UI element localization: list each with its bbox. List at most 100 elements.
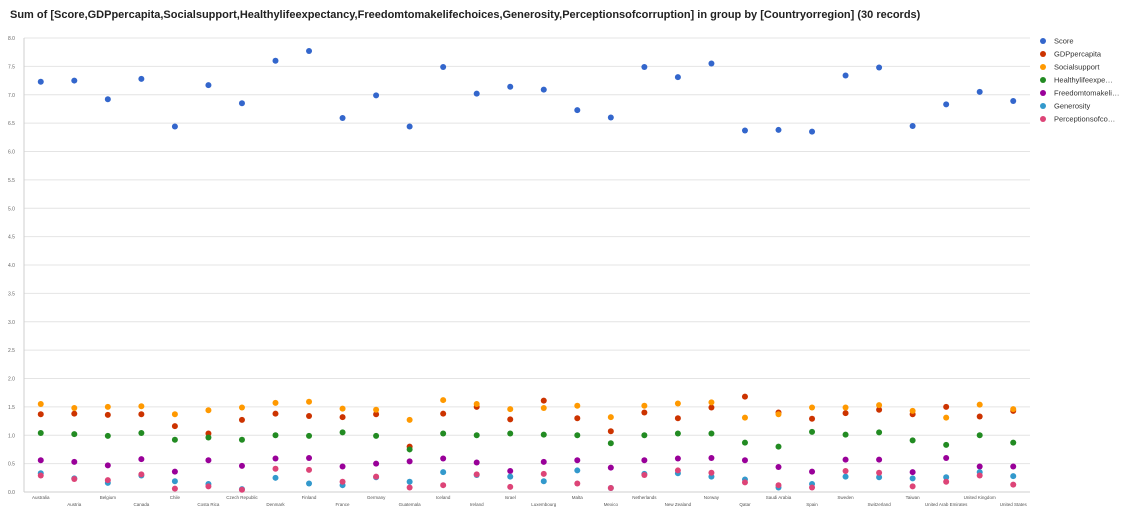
x-tick-label: Belgium [100,495,117,500]
legend-label: Generosity [1054,102,1091,111]
data-point [507,468,514,475]
data-point [238,100,245,107]
data-point [708,404,715,411]
data-point [976,413,983,420]
data-point [339,405,346,412]
data-point [507,83,514,90]
data-point [943,478,950,485]
data-point [708,60,715,67]
data-point [272,455,279,462]
data-point [641,402,648,409]
data-point [171,468,178,475]
data-point [71,431,78,438]
data-point [171,423,178,430]
y-tick-label: 4.0 [8,263,15,269]
x-tick-label: Saudi Arabia [766,495,792,500]
y-tick-label: 0.5 [8,462,15,468]
data-point [909,437,916,444]
legend-label: Socialsupport [1054,63,1100,72]
legend-marker [1040,116,1046,122]
data-point [406,416,413,423]
data-point [138,75,145,82]
data-point [339,478,346,485]
data-point [104,96,111,103]
data-point [507,430,514,437]
data-point [104,477,111,484]
data-point [574,467,581,474]
x-tick-label: Iceland [436,495,451,500]
series-generosity [37,467,1017,493]
legend-label: Perceptionsofco… [1054,115,1115,124]
y-tick-label: 3.0 [8,320,15,326]
data-point [205,434,212,441]
data-point [943,454,950,461]
data-point [37,411,44,418]
data-point [473,459,480,466]
data-point [876,474,883,481]
data-point [440,469,447,476]
x-tick-label: Qatar [739,502,751,507]
data-point [406,484,413,491]
x-tick-label: Australia [32,495,50,500]
series-freedomtomakelifechoices [37,454,1017,476]
data-point [842,473,849,480]
data-point [138,403,145,410]
data-point [473,90,480,97]
series-healthylifeexpectancy [37,428,1017,453]
data-point [607,428,614,435]
data-point [171,478,178,485]
series-socialsupport [37,397,1017,423]
data-point [171,411,178,418]
data-point [373,406,380,413]
data-point [809,468,816,475]
y-tick-label: 7.0 [8,93,15,99]
data-point [440,410,447,417]
data-point [607,414,614,421]
data-point [607,440,614,447]
x-tick-label: Spain [806,502,818,507]
y-tick-label: 4.5 [8,235,15,241]
data-point [809,404,816,411]
data-point [842,72,849,79]
data-point [339,463,346,470]
x-tick-label: Austria [67,502,82,507]
data-point [171,436,178,443]
data-point [507,473,514,480]
data-point [809,415,816,422]
data-point [741,479,748,486]
data-point [339,115,346,122]
data-point [373,411,380,418]
data-point [138,411,145,418]
x-tick-label: New Zealand [665,502,692,507]
data-point [842,456,849,463]
data-point [1010,439,1017,446]
data-point [876,64,883,71]
y-tick-label: 2.0 [8,377,15,383]
data-point [171,485,178,492]
data-point [1010,481,1017,488]
data-point [1010,97,1017,104]
y-tick-label: 0.0 [8,490,15,496]
x-tick-label: Taiwan [906,495,921,500]
x-tick-label: Ireland [470,502,484,507]
data-point [909,475,916,482]
data-point [171,123,178,130]
x-tick-label: Malta [572,495,584,500]
data-point [104,462,111,469]
data-point [741,393,748,400]
x-tick-label: Israel [505,495,516,500]
data-point [406,458,413,465]
series-gdppercapita [37,393,1017,450]
data-point [440,455,447,462]
x-tick-label: United Arab Emirates [925,502,968,507]
data-point [1010,473,1017,480]
data-point [406,478,413,485]
chart-title: Sum of [Score,GDPpercapita,Socialsupport… [10,9,921,21]
y-tick-label: 3.5 [8,291,15,297]
data-point [574,107,581,114]
data-point [607,114,614,121]
data-point [540,397,547,404]
x-tick-label: Switzerland [867,502,891,507]
data-point [473,432,480,439]
